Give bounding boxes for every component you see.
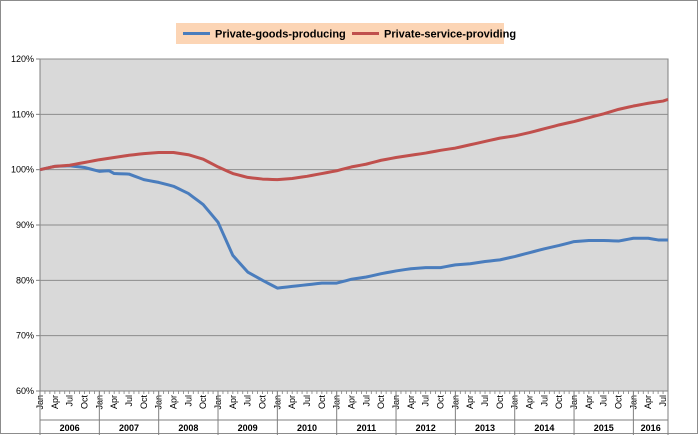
y-tick-label: 70%	[16, 331, 34, 341]
series-line-goods-producing	[39, 164, 668, 290]
x-tick-label: Oct	[495, 395, 505, 410]
gridlines	[40, 58, 668, 337]
year-label: 2015	[594, 423, 614, 433]
year-label: 2016	[641, 423, 661, 433]
x-tick-label: Apr	[169, 395, 179, 409]
y-tick-label: 110%	[12, 109, 34, 119]
year-label: 2010	[297, 423, 317, 433]
year-label: 2012	[416, 423, 436, 433]
x-tick-label: Jul	[599, 395, 609, 407]
y-tick-label: 90%	[16, 220, 34, 230]
x-tick-label: Apr	[347, 395, 357, 409]
x-tick-label: Jul	[421, 395, 431, 407]
x-tick-label: Jul	[183, 395, 193, 407]
year-label: 2014	[534, 423, 554, 433]
x-tick-label: Jul	[65, 395, 75, 407]
x-tick-label: Apr	[50, 395, 60, 409]
x-axis: Jan Apr Jul Oct Jan Apr Jul Oct Jan Apr Jul Oct Jan A…	[35, 391, 669, 435]
x-tick-label: Oct	[317, 395, 327, 410]
year-label: 2008	[178, 423, 198, 433]
x-tick-label: Apr	[109, 395, 119, 409]
y-tick-label: 100%	[11, 165, 34, 175]
x-tick-label: Oct	[376, 395, 386, 410]
x-tick-label: Apr	[406, 395, 416, 409]
y-tick-label: 60%	[16, 386, 34, 396]
x-tick-label: Apr	[584, 395, 594, 409]
x-tick-label: Oct	[258, 395, 268, 410]
legend-label: Private-goods-producing	[215, 29, 346, 41]
x-tick-label: Oct	[198, 395, 208, 410]
x-tick-label: Jul	[658, 395, 668, 407]
x-tick-label: Apr	[465, 395, 475, 409]
legend-box	[176, 23, 504, 44]
legend: Private-goods-producing Private-service-p…	[176, 23, 516, 44]
y-tick-label: 80%	[16, 275, 34, 285]
y-tick-label: 120%	[11, 54, 34, 64]
x-tick-label: Jul	[302, 395, 312, 407]
x-tick-label: Apr	[228, 395, 238, 409]
x-tick-label: Jul	[361, 395, 371, 407]
x-tick-label: Oct	[139, 395, 149, 410]
series-line-service-providing	[39, 97, 669, 182]
year-label: 2013	[475, 423, 495, 433]
series-layer	[39, 97, 669, 290]
x-tick-label: Oct	[80, 395, 90, 410]
x-tick-label: Apr	[643, 395, 653, 409]
x-tick-label: Apr	[525, 395, 535, 409]
year-label: 2011	[357, 423, 377, 433]
x-tick-label: Jul	[243, 395, 253, 407]
x-tick-label: Oct	[554, 395, 564, 410]
year-label: 2009	[238, 423, 258, 433]
year-label: 2007	[119, 423, 139, 433]
x-tick-label: Jul	[539, 395, 549, 407]
x-tick-label: Oct	[436, 395, 446, 410]
year-label: 2006	[60, 423, 80, 433]
x-tick-label: Jul	[480, 395, 490, 407]
legend-label: Private-service-providing	[384, 29, 516, 41]
x-tick-label: Oct	[614, 395, 624, 410]
x-tick-label: Jul	[124, 395, 134, 407]
y-axis: 60% 70% 80% 90% 100% 110% 120%	[11, 54, 40, 396]
x-tick-label: Apr	[287, 395, 297, 409]
